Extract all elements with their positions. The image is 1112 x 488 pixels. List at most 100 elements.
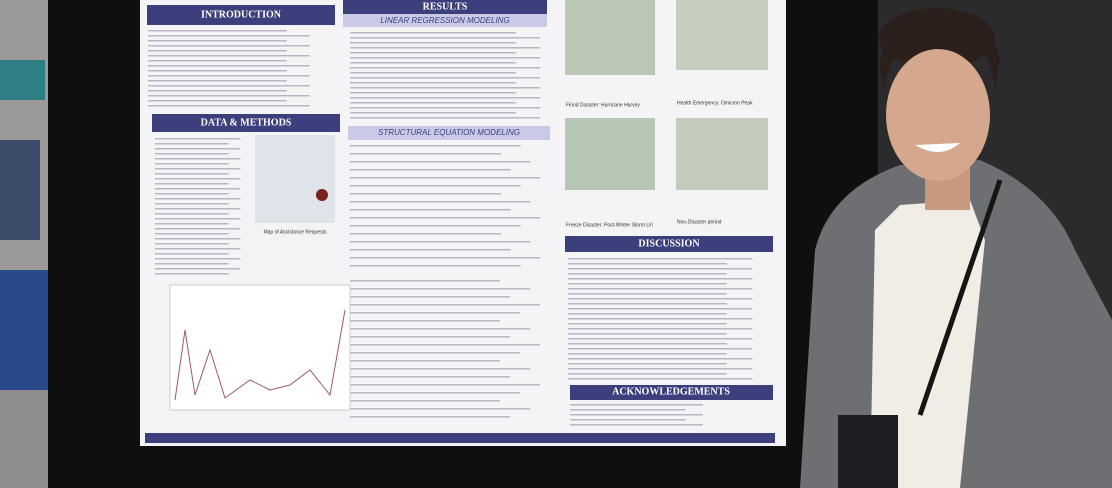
text-line	[568, 273, 727, 275]
section-header	[565, 236, 773, 252]
poster-footer	[145, 433, 775, 443]
text-line	[155, 233, 229, 235]
text-line	[148, 40, 287, 42]
figure-caption: Map of Assistance Requests	[263, 229, 327, 235]
section-title: INTRODUCTION	[201, 9, 282, 20]
text-line	[350, 145, 521, 147]
text-line	[148, 70, 287, 72]
text-line	[350, 288, 530, 290]
text-line	[350, 296, 510, 298]
text-line	[155, 163, 229, 165]
text-line	[148, 90, 287, 92]
text-line	[568, 353, 727, 355]
smile	[915, 143, 960, 153]
text-line	[155, 228, 241, 230]
map	[565, 0, 655, 75]
text-line	[350, 97, 541, 99]
top	[870, 200, 985, 488]
text-line	[155, 158, 241, 160]
text-line	[568, 268, 753, 270]
text-line	[148, 95, 310, 97]
text-line	[568, 258, 753, 260]
text-line	[350, 265, 521, 267]
timeline-line	[174, 309, 346, 401]
text-line	[568, 278, 753, 280]
text-line	[350, 257, 541, 259]
text-line	[350, 37, 541, 39]
text-line	[568, 373, 727, 375]
text-line	[568, 328, 753, 330]
text-line	[570, 424, 703, 426]
text-line	[155, 203, 229, 205]
subsection-title: STRUCTURAL EQUATION MODELING	[378, 128, 520, 137]
section-title: ACKNOWLEDGEMENTS	[612, 386, 730, 397]
timeline-chart	[169, 284, 351, 411]
text-line	[568, 348, 753, 350]
text-line	[350, 153, 502, 155]
map-caption: Health Emergency: Omicron Peak	[677, 100, 753, 106]
text-line	[568, 298, 753, 300]
text-line	[570, 414, 703, 416]
booth-panel	[0, 60, 45, 100]
text-line	[155, 238, 241, 240]
text-line	[568, 358, 753, 360]
text-line	[568, 263, 727, 265]
text-line	[350, 62, 516, 64]
text-line	[568, 363, 727, 365]
text-line	[350, 416, 510, 418]
text-line	[155, 188, 241, 190]
map-caption: Non-Disaster period	[677, 219, 722, 225]
text-line	[350, 52, 516, 54]
text-line	[350, 280, 500, 282]
text-line	[568, 303, 727, 305]
badge	[838, 415, 898, 488]
text-line	[350, 233, 502, 235]
text-line	[155, 258, 241, 260]
text-line	[570, 419, 686, 421]
text-line	[155, 223, 229, 225]
text-line	[350, 312, 520, 314]
text-line	[155, 138, 241, 140]
text-line	[155, 148, 241, 150]
text-line	[155, 178, 241, 180]
text-line	[350, 201, 531, 203]
text-line	[568, 368, 753, 370]
text-line	[568, 378, 753, 380]
text-line	[148, 75, 310, 77]
text-line	[350, 209, 511, 211]
text-line	[350, 408, 530, 410]
text-line	[350, 352, 520, 354]
text-line	[148, 30, 287, 32]
text-line	[350, 336, 510, 338]
subsection-header	[343, 14, 547, 27]
text-line	[148, 60, 287, 62]
text-line	[155, 273, 229, 275]
text-line	[155, 263, 229, 265]
text-line	[350, 47, 541, 49]
text-line	[350, 67, 541, 69]
section-title: DATA & METHODS	[201, 117, 292, 128]
booth-device	[0, 140, 40, 240]
text-line	[568, 333, 727, 335]
text-line	[350, 376, 510, 378]
text-line	[155, 268, 241, 270]
text-line	[568, 293, 727, 295]
text-line	[350, 304, 540, 306]
text-line	[155, 213, 229, 215]
text-line	[155, 198, 241, 200]
text-line	[148, 50, 287, 52]
text-line	[570, 409, 686, 411]
text-line	[350, 217, 541, 219]
text-line	[155, 143, 229, 145]
section-header	[570, 385, 773, 400]
text-line	[350, 328, 530, 330]
subsection-header	[348, 126, 550, 140]
text-line	[148, 35, 310, 37]
text-line	[350, 82, 516, 84]
text-line	[155, 183, 229, 185]
hair-front	[880, 12, 1000, 90]
lanyard	[917, 179, 1003, 416]
text-line	[350, 42, 516, 44]
map	[676, 118, 768, 190]
text-line	[155, 153, 229, 155]
